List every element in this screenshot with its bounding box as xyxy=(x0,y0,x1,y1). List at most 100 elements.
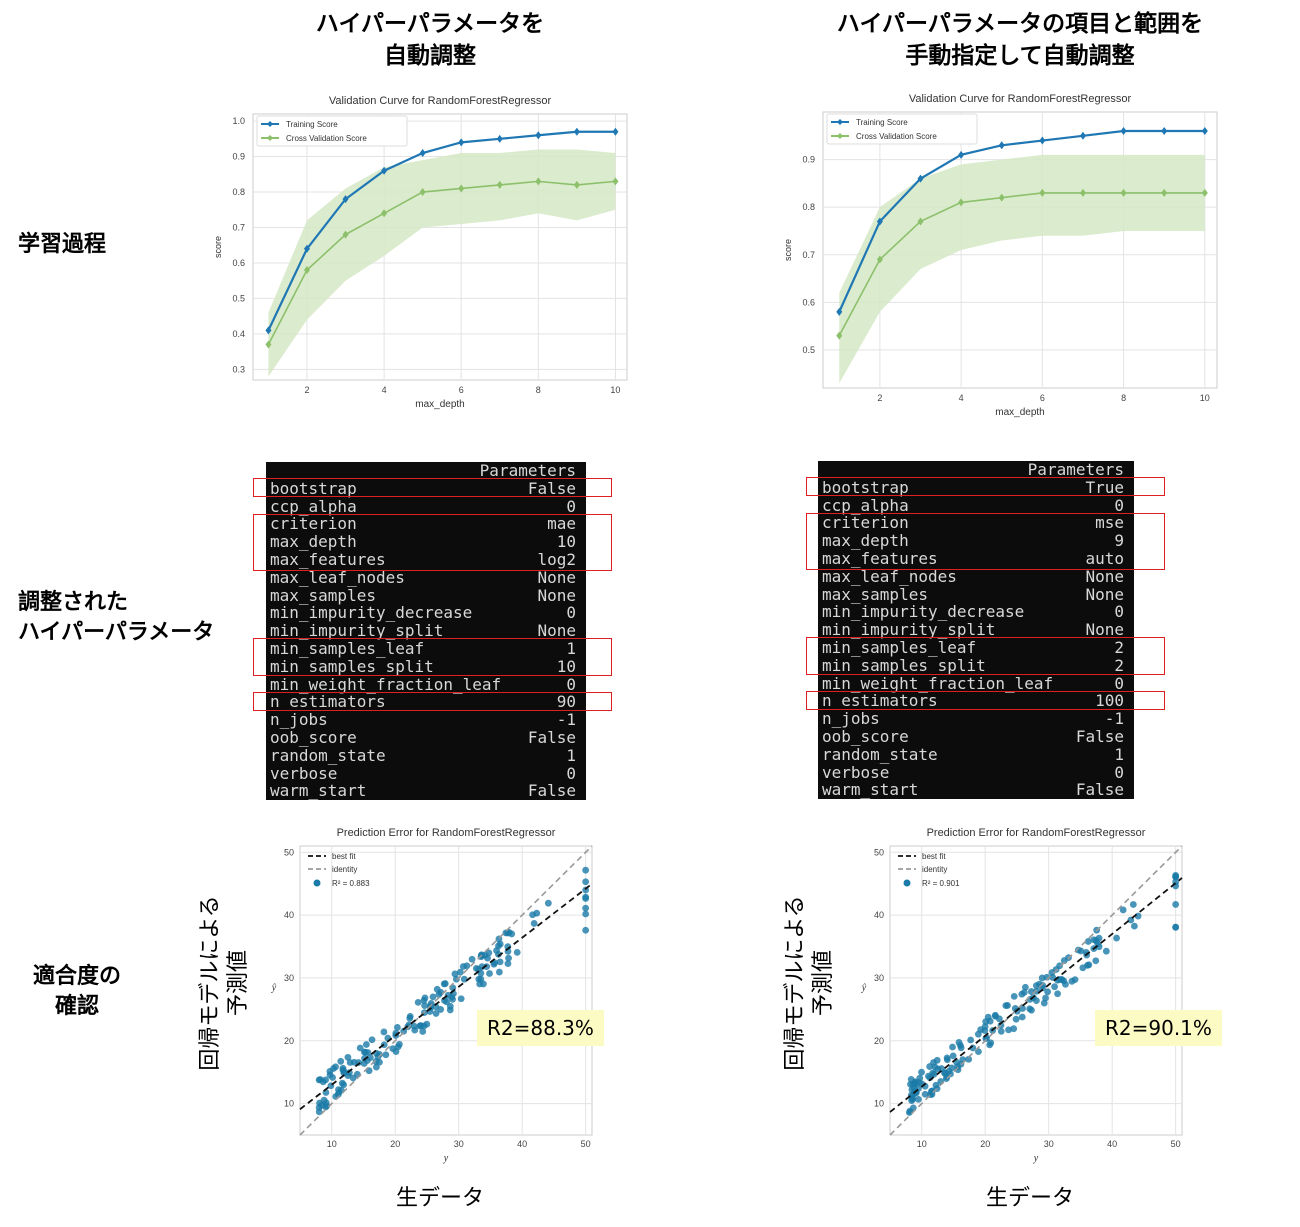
param-row-bootstrap: bootstrap False xyxy=(270,479,582,498)
param-key: max_depth xyxy=(822,531,909,551)
legend-marker xyxy=(313,879,321,887)
legend-marker xyxy=(837,119,843,125)
scatter-point xyxy=(1074,946,1082,954)
param-key: warm_start xyxy=(822,780,919,800)
chart-title: Validation Curve for RandomForestRegress… xyxy=(909,93,1132,105)
right-column-title: ハイパーパラメータの項目と範囲を 手動指定して自動調整 xyxy=(790,8,1250,72)
param-key: criterion xyxy=(270,514,357,534)
legend-label: Cross Validation Score xyxy=(286,134,367,143)
scatter-point xyxy=(495,968,503,976)
param-row-criterion: criterion mae xyxy=(270,515,582,533)
param-key: verbose xyxy=(270,763,338,783)
param-key: max_leaf_nodes xyxy=(270,567,405,587)
param-row-min-samples-split: min_samples_split 2 xyxy=(822,656,1130,675)
scatter-point xyxy=(909,1095,917,1103)
param-value: 9 xyxy=(1114,531,1124,551)
scatter-point xyxy=(446,1002,454,1010)
scatter-point xyxy=(460,975,468,983)
jp-y-label-left: 回帰モデルによる 予測値 xyxy=(197,853,253,1113)
scatter-point xyxy=(423,1020,431,1028)
scatter-point xyxy=(433,985,441,993)
param-key: random_state xyxy=(822,744,938,764)
scatter-point xyxy=(448,993,456,1001)
scatter-point xyxy=(315,1104,323,1111)
highlight-min-samples-right xyxy=(806,637,1165,675)
scatter-point xyxy=(414,998,422,1006)
cv-point xyxy=(1079,188,1086,197)
legend-box xyxy=(256,115,408,147)
param-key: ccp_alpha xyxy=(270,496,357,516)
cv-point xyxy=(573,180,580,189)
param-row-oob-score: oob_score False xyxy=(822,728,1130,746)
prediction-error-right-svg: Prediction Error for RandomForestRegress… xyxy=(861,827,1183,1164)
scatter-point xyxy=(362,1041,370,1048)
param-value: None xyxy=(1085,620,1124,640)
scatter-point xyxy=(582,910,590,918)
cv-point xyxy=(917,217,924,226)
scatter-point xyxy=(332,1063,339,1071)
scatter-point xyxy=(481,951,489,959)
x-tick-label: 10 xyxy=(327,1139,337,1149)
scatter-point xyxy=(1021,983,1029,991)
cv-point xyxy=(958,198,965,207)
jp-y-label-line1: 回帰モデルによる xyxy=(783,895,808,1071)
scatter-point xyxy=(1019,1005,1026,1012)
legend-marker xyxy=(837,133,843,139)
highlight-criterion-group-left xyxy=(253,514,612,571)
param-value: auto xyxy=(1085,548,1124,568)
param-key: n_estimators xyxy=(270,692,386,712)
scatter-point xyxy=(372,1063,380,1071)
param-value: 0 xyxy=(566,496,576,516)
scatter-point xyxy=(931,1063,939,1071)
param-key: max_leaf_nodes xyxy=(822,566,957,586)
param-row-min-impurity-decrease: min_impurity_decrease 0 xyxy=(822,603,1130,621)
y-tick-label: 0.6 xyxy=(232,258,245,268)
scatter-point xyxy=(1044,988,1051,996)
param-value: mae xyxy=(547,514,576,534)
legend-label: R² = 0.883 xyxy=(332,879,370,888)
scatter-point xyxy=(394,1043,402,1051)
x-axis-label: y xyxy=(1033,1153,1039,1164)
scatter-point xyxy=(1172,873,1180,880)
cv-std-band xyxy=(839,154,1205,384)
param-row-n-estimators: n_estimators 100 xyxy=(822,692,1130,710)
cv-point xyxy=(458,184,465,193)
param-key: min_samples_leaf xyxy=(270,638,425,658)
scatter-point xyxy=(582,895,590,902)
params-table-left: Parameters bootstrap False ccp_alpha 0 crite… xyxy=(266,462,586,800)
scatter-point xyxy=(486,970,493,977)
scatter-point xyxy=(1054,990,1061,998)
training-line xyxy=(838,129,1205,313)
param-value: -1 xyxy=(1104,709,1124,729)
param-key: verbose xyxy=(822,762,890,782)
y-tick-label: 1.0 xyxy=(232,116,245,126)
scatter-point xyxy=(915,1095,922,1103)
y-axis-label: ŷ xyxy=(271,983,277,994)
param-row-verbose: verbose 0 xyxy=(270,763,582,783)
y-tick-label: 10 xyxy=(874,1099,884,1109)
param-row-max-depth: max_depth 10 xyxy=(270,533,582,551)
cv-point xyxy=(1201,188,1208,197)
legend-marker xyxy=(903,879,911,887)
y-tick-label: 30 xyxy=(874,973,884,983)
scatter-point xyxy=(957,1042,964,1049)
x-tick-label: 4 xyxy=(382,385,387,395)
param-key: criterion xyxy=(822,513,909,533)
param-value: 90 xyxy=(556,692,576,712)
x-tick-label: 6 xyxy=(1040,393,1045,403)
param-value: 0 xyxy=(1114,762,1124,782)
y-tick-label: 50 xyxy=(874,847,884,857)
param-row-bootstrap: bootstrap True xyxy=(822,478,1130,497)
scatter-point xyxy=(513,948,521,956)
x-tick-label: 2 xyxy=(304,385,309,395)
scatter-point xyxy=(382,1051,390,1059)
r2-label-left: R2=88.3% xyxy=(477,1010,604,1046)
scatter-point xyxy=(475,965,482,973)
param-row-ccp-alpha: ccp_alpha 0 xyxy=(822,496,1130,515)
y-tick-label: 0.4 xyxy=(232,329,245,339)
param-row-warm-start: warm_start False xyxy=(270,782,582,800)
x-axis-label: max_depth xyxy=(995,407,1044,418)
legend-label: R² = 0.901 xyxy=(922,879,960,888)
highlight-n-estimators-right xyxy=(806,691,1165,710)
x-tick-label: 50 xyxy=(581,1139,591,1149)
